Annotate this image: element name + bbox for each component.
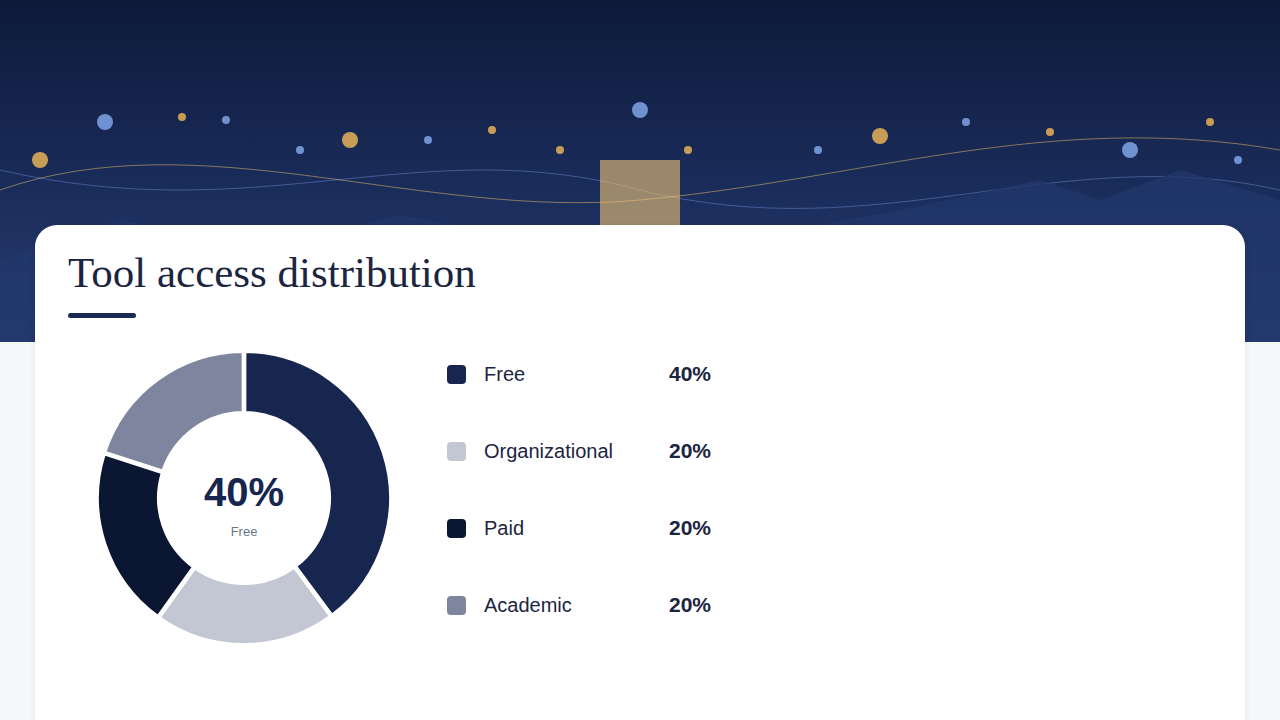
html-text:Organizational: Organizational xyxy=(484,440,613,462)
html-text:20%: 20% xyxy=(669,593,711,616)
svg-text:40%: 40% xyxy=(204,470,284,514)
html-text:Tool access distribution: Tool access distribution xyxy=(68,249,476,296)
html-text:Free: Free xyxy=(484,363,526,385)
html-text:Academic: Academic xyxy=(484,594,572,616)
html-text:Paid: Paid xyxy=(484,517,524,539)
html-text:20%: 20% xyxy=(669,439,711,462)
html-text:40%: 40% xyxy=(669,362,711,385)
svg-text:Free: Free xyxy=(231,524,258,539)
html-text:20%: 20% xyxy=(669,516,711,539)
